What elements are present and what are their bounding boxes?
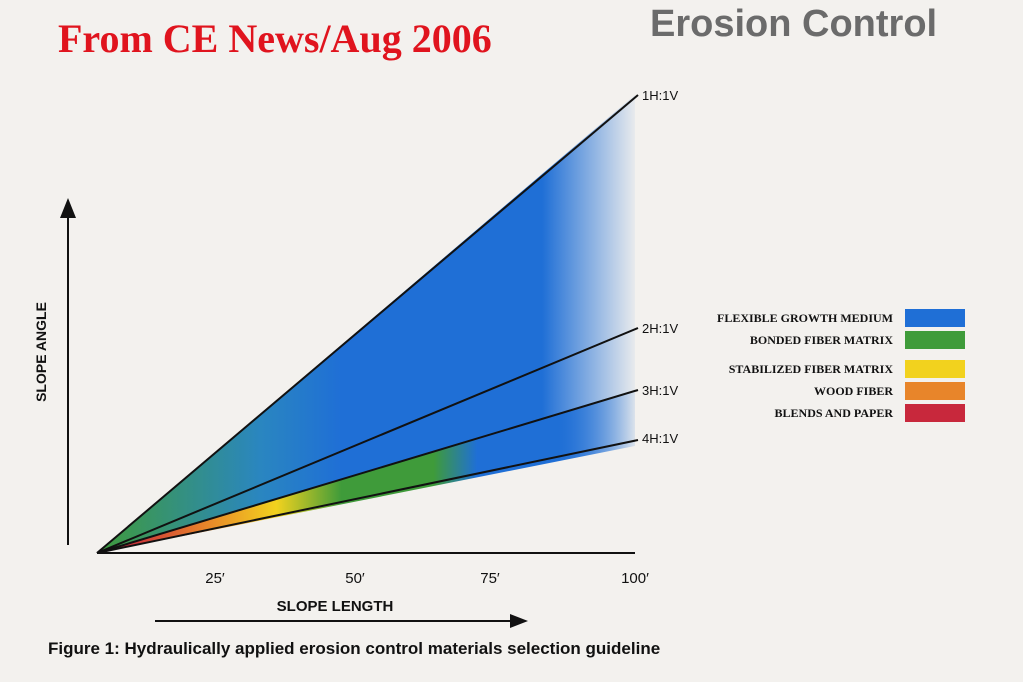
x-tick-label: 75′ <box>480 570 500 587</box>
caption: Figure 1: Hydraulically applied erosion … <box>48 639 660 658</box>
slope-line <box>96 327 639 554</box>
slope-label: 2H:1V <box>642 321 678 336</box>
slope-label: 4H:1V <box>642 431 678 446</box>
slope-label: 3H:1V <box>642 383 678 398</box>
legend-label: FLEXIBLE GROWTH MEDIUM <box>717 311 893 325</box>
section-title: Erosion Control <box>650 3 937 45</box>
x-tick-label: 25′ <box>205 570 225 587</box>
y-axis-label: SLOPE ANGLE <box>33 302 49 402</box>
legend-swatch <box>905 382 965 400</box>
legend-label: BLENDS AND PAPER <box>775 406 894 420</box>
legend-label: BONDED FIBER MATRIX <box>750 333 893 347</box>
legend-label: WOOD FIBER <box>814 384 893 398</box>
legend-swatch <box>905 360 965 378</box>
legend-label: STABILIZED FIBER MATRIX <box>729 362 894 376</box>
slope-line <box>96 94 639 554</box>
legend-swatch <box>905 404 965 422</box>
legend: FLEXIBLE GROWTH MEDIUM BONDED FIBER MATRI… <box>717 309 965 422</box>
x-arrowhead <box>510 614 528 628</box>
slope-lines <box>96 94 639 554</box>
slope-line <box>96 439 639 554</box>
x-tick-label: 100′ <box>621 570 649 587</box>
legend-swatch <box>905 309 965 327</box>
x-tick-label: 50′ <box>345 570 365 587</box>
region-blank <box>97 445 640 553</box>
x-axis-label: SLOPE LENGTH <box>277 598 394 615</box>
y-arrowhead <box>60 198 76 218</box>
legend-swatch <box>905 331 965 349</box>
slope-label: 1H:1V <box>642 88 678 103</box>
source: From CE News/Aug 2006 <box>58 16 492 61</box>
slope-line <box>96 389 639 554</box>
